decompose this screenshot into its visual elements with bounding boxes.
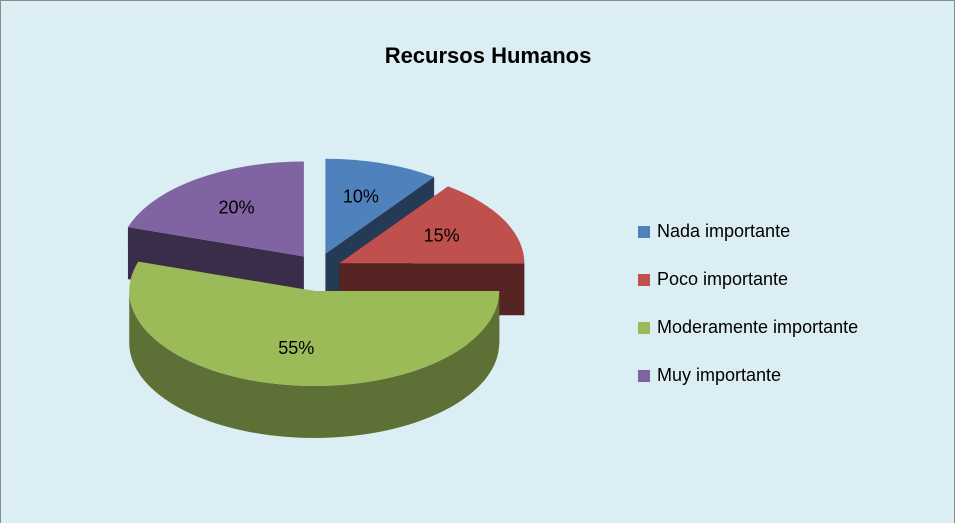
slice-top	[129, 261, 500, 386]
data-label: 15%	[424, 225, 460, 245]
pie-slice	[129, 261, 500, 438]
legend-swatch	[638, 370, 650, 382]
legend-swatch	[638, 226, 650, 238]
data-label: 20%	[218, 198, 254, 218]
slice-top	[339, 186, 525, 264]
legend-swatch	[638, 274, 650, 286]
legend-label: Moderamente importante	[657, 317, 858, 337]
slice-top	[325, 158, 435, 254]
slice-wall	[129, 290, 500, 438]
legend-label: Poco importante	[657, 269, 788, 289]
legend-label: Nada importante	[657, 221, 790, 241]
legend-label: Muy importante	[657, 365, 781, 385]
data-label: 55%	[278, 338, 314, 358]
legend-swatch	[638, 322, 650, 334]
data-label: 10%	[343, 186, 379, 206]
slice-top	[127, 161, 304, 257]
chart-title: Recursos Humanos	[385, 43, 592, 68]
